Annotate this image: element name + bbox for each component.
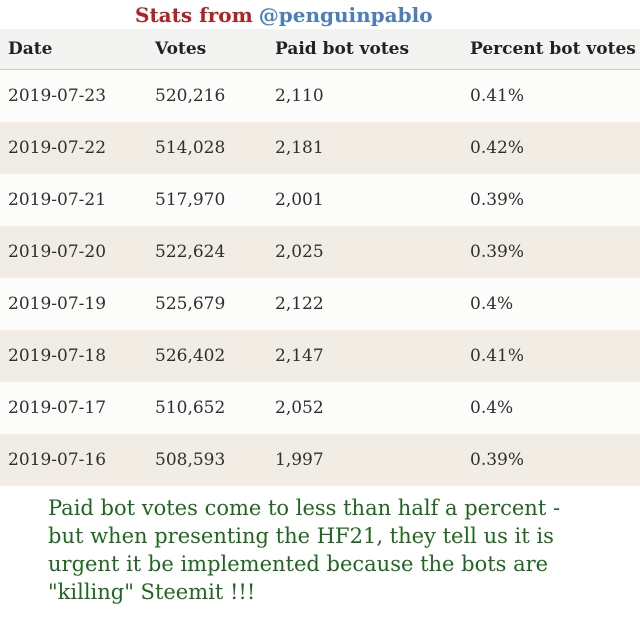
table-row: 2019-07-23 520,216 2,110 0.41% (0, 69, 640, 122)
table-cell: 2,025 (275, 242, 324, 262)
table-cell: 2,001 (275, 190, 324, 210)
table-row: 2019-07-18 526,402 2,147 0.41% (0, 330, 640, 382)
commentary-line: but when presenting the HF21, they tell … (48, 524, 554, 548)
table-header-row: Date Votes Paid bot votes Percent bot votes (0, 29, 640, 70)
column-header: Paid bot votes (267, 29, 462, 70)
table-row: 2019-07-17 510,652 2,052 0.4% (0, 382, 640, 434)
table-cell: 508,593 (155, 450, 226, 470)
table-row: 2019-07-21 517,970 2,001 0.39% (0, 174, 640, 226)
table-cell: 2,147 (275, 346, 324, 366)
table-cell: 520,216 (155, 86, 226, 106)
column-header: Votes (147, 29, 267, 70)
table-cell: 2,181 (275, 138, 324, 158)
table-cell: 2019-07-20 (8, 242, 107, 262)
table-row: 2019-07-19 525,679 2,122 0.4% (0, 278, 640, 330)
table-row: 2019-07-16 508,593 1,997 0.39% (0, 434, 640, 486)
column-header: Date (0, 29, 147, 70)
table-cell: 0.41% (470, 346, 525, 366)
table-cell: 2019-07-21 (8, 190, 107, 210)
table-cell: 2019-07-22 (8, 138, 107, 158)
table-row: 2019-07-22 514,028 2,181 0.42% (0, 122, 640, 174)
table-cell: 2,122 (275, 294, 324, 314)
table-cell: 0.39% (470, 450, 525, 470)
table-cell: 1,997 (275, 450, 324, 470)
table-cell: 2019-07-16 (8, 450, 107, 470)
table-cell: 0.4% (470, 294, 514, 314)
table-cell: 2019-07-18 (8, 346, 107, 366)
table-cell: 522,624 (155, 242, 226, 262)
commentary-line: "killing" Steemit !!! (48, 580, 256, 604)
table-cell: 2019-07-17 (8, 398, 107, 418)
table-cell: 517,970 (155, 190, 226, 210)
table-cell: 0.4% (470, 398, 514, 418)
table-cell: 525,679 (155, 294, 226, 314)
table-cell: 526,402 (155, 346, 226, 366)
table-cell: 514,028 (155, 138, 226, 158)
table-cell: 0.42% (470, 138, 525, 158)
table-cell: 0.39% (470, 242, 525, 262)
table-cell: 2019-07-23 (8, 86, 107, 106)
commentary-text: Paid bot votes come to less than half a … (0, 486, 640, 606)
table-cell: 0.41% (470, 86, 525, 106)
title-text: Stats from (135, 3, 253, 27)
author-handle-link[interactable]: @penguinpablo (258, 3, 433, 27)
page-title: Stats from @penguinpablo (0, 0, 640, 29)
table-cell: 510,652 (155, 398, 226, 418)
table-cell: 2019-07-19 (8, 294, 107, 314)
commentary-line: urgent it be implemented because the bot… (48, 552, 549, 576)
table-cell: 2,052 (275, 398, 324, 418)
commentary-line: Paid bot votes come to less than half a … (48, 496, 561, 520)
table-cell: 0.39% (470, 190, 525, 210)
stats-page: Stats from @penguinpablo Date Votes Paid bo… (0, 0, 640, 606)
stats-table: Date Votes Paid bot votes Percent bot votes… (0, 29, 640, 486)
table-row: 2019-07-20 522,624 2,025 0.39% (0, 226, 640, 278)
column-header: Percent bot votes (462, 29, 640, 70)
table-cell: 2,110 (275, 86, 324, 106)
